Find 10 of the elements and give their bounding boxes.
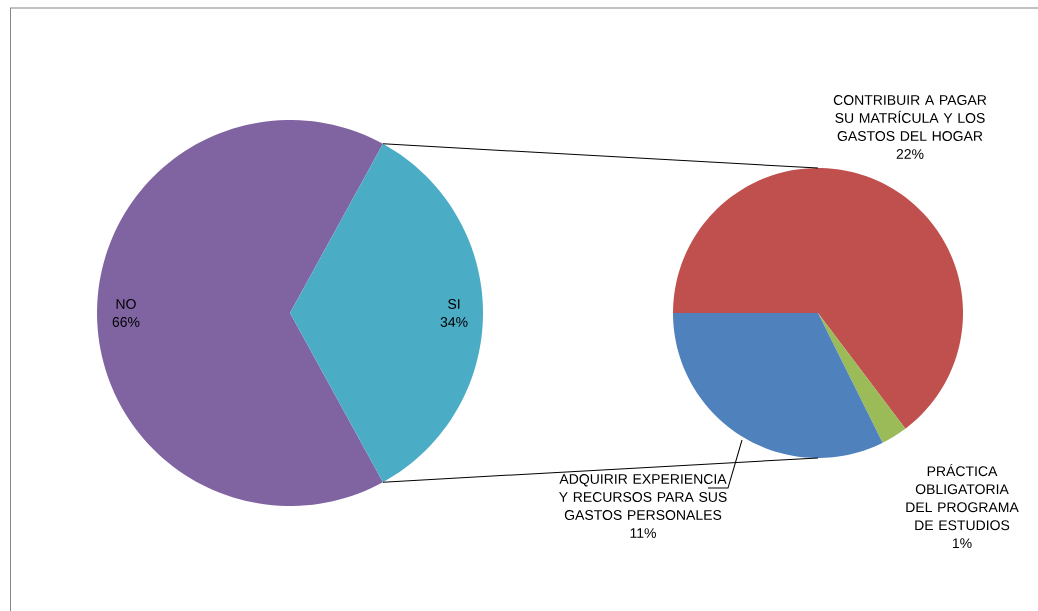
slice-label: SI [448, 299, 460, 309]
slice-label: PRÁCTICA OBLIGATORIA DEL PROGRAMA DE ESTUDIOS [906, 463, 1019, 531]
data-label: 11% [630, 528, 656, 538]
data-label: 1% [952, 538, 972, 549]
slice-label: ADQUIRIR EXPERIENCIA Y RECURSOS PARA SUS GASTOS PERSONALES [559, 474, 727, 520]
slice-label: NO [116, 299, 136, 309]
slice-label: CONTRIBUIR A PAGAR SU MATRÍCULA Y LOS GASTOS DEL HOGAR [833, 95, 987, 141]
data-label: 34% [440, 317, 468, 327]
data-label: 22% [896, 149, 924, 159]
data-label: 66% [112, 317, 140, 327]
